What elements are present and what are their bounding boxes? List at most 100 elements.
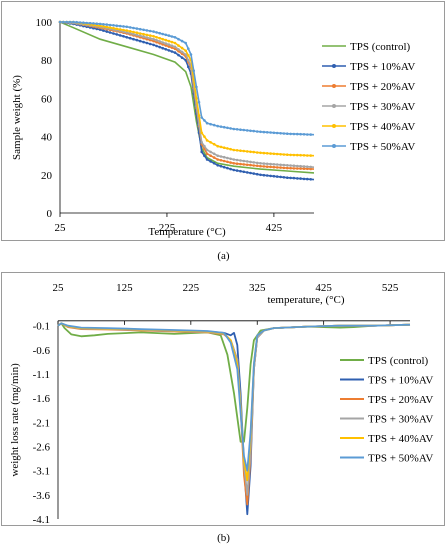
chart-a-point-tps-10-av (235, 169, 239, 172)
chart-a-point-tps-40-av (265, 152, 269, 155)
chart-a-point-tps-40-av (108, 26, 112, 29)
chart-a-point-tps-40-av (262, 151, 266, 155)
chart-a-point-tps-50-av (197, 100, 201, 104)
chart-a-point-tps-30-av (242, 159, 246, 163)
chart-a-x-axis-label: Temperature (°C) (148, 226, 226, 238)
chart-a-point-tps-40-av (252, 150, 256, 154)
chart-a-point-tps-30-av (200, 141, 203, 144)
chart-a-point-tps-20-av (302, 167, 306, 170)
chart-a-point-tps-20-av (155, 40, 158, 44)
chart-a-point-tps-40-av (259, 151, 262, 155)
chart-a-point-tps-50-av (145, 29, 149, 32)
chart-a-point-tps-40-av (205, 139, 209, 142)
chart-a-point-tps-30-av (302, 165, 306, 168)
chart-a-point-tps-50-av (286, 132, 289, 135)
chart-b-y-tick-label: -2.1 (33, 417, 50, 429)
chart-a-point-tps-40-av (232, 148, 236, 152)
chart-a-point-tps-10-av (239, 169, 242, 173)
chart-a-point-tps-10-av (167, 49, 171, 52)
chart-a-point-tps-50-av (65, 20, 68, 24)
chart-a-point-tps-40-av (306, 154, 309, 157)
chart-a-point-tps-50-av (138, 27, 142, 31)
chart-a-point-tps-50-av (209, 122, 212, 126)
chart-a-point-tps-30-av (180, 50, 184, 54)
chart-a-x-tick-label: 225 (159, 222, 176, 234)
chart-a-point-tps-50-av (68, 20, 72, 24)
chart-a-point-tps-10-av (145, 41, 149, 45)
chart-a-point-tps-10-av (222, 165, 226, 169)
chart-a-point-tps-30-av (232, 158, 236, 161)
chart-a-point-tps-40-av (219, 145, 223, 149)
chart-a-point-tps-50-av (255, 130, 259, 133)
chart-a-point-tps-30-av (265, 162, 269, 166)
chart-a-point-tps-40-av (222, 146, 226, 149)
chart-a-point-tps-10-av (255, 172, 259, 176)
chart-a-point-tps-40-av (216, 144, 219, 148)
chart-a-point-tps-50-av (272, 131, 276, 135)
chart-a-point-tps-50-av (222, 125, 226, 129)
chart-a-point-tps-50-av (58, 20, 62, 24)
chart-a-point-tps-40-av (249, 150, 252, 154)
chart-a-point-tps-30-av (245, 160, 249, 163)
chart-a-y-tick-label: 60 (41, 93, 53, 105)
chart-a-point-tps-30-av (275, 163, 279, 166)
chart-a-point-tps-10-av (203, 154, 206, 157)
chart-a-point-tps-40-av (272, 152, 276, 156)
chart-a-point-tps-10-av (306, 177, 309, 181)
chart-a-point-tps-20-av (269, 165, 272, 169)
chart-a-point-tps-30-av (187, 58, 190, 62)
chart-a-point-tps-40-av (152, 35, 155, 38)
chart-a-point-tps-50-av (184, 41, 187, 45)
chart-a-point-tps-10-av (122, 35, 125, 38)
chart-a-x-tick-label: 425 (266, 222, 283, 234)
chart-a-point-tps-50-av (289, 132, 292, 136)
chart-a-point-tps-10-av (161, 46, 164, 50)
chart-a-point-tps-50-av (299, 132, 302, 136)
caption-a: (a) (217, 250, 230, 262)
chart-a-point-tps-10-av (242, 170, 246, 174)
chart-a-point-tps-50-av (148, 29, 152, 33)
chart-a-point-tps-10-av (299, 177, 302, 180)
chart-a-point-tps-10-av (265, 174, 269, 177)
chart-a-point-tps-50-av (262, 130, 266, 134)
chart-a-point-tps-20-av (212, 156, 216, 159)
chart-a-point-tps-30-av (173, 45, 177, 49)
chart-a-point-tps-20-av (222, 159, 226, 163)
chart-a-point-tps-50-av (232, 127, 236, 131)
chart-a-legend-marker (332, 84, 336, 88)
chart-a-legend-label: TPS + 20%AV (350, 81, 415, 93)
chart-a-point-tps-50-av (167, 34, 171, 37)
chart-a-point-tps-40-av (125, 29, 129, 32)
chart-a-point-tps-50-av (108, 23, 112, 27)
chart-a-point-tps-30-av (259, 162, 262, 165)
chart-a-point-tps-50-av (226, 126, 229, 130)
chart-a-point-tps-50-av (164, 33, 168, 37)
chart-a-point-tps-10-av (102, 29, 105, 32)
chart-a-point-tps-30-av (292, 164, 296, 167)
chart-a-point-tps-10-av (125, 36, 129, 39)
chart-a-point-tps-10-av (108, 31, 112, 34)
chart-a-point-tps-10-av (259, 173, 262, 177)
chart-a-point-tps-20-av (219, 159, 223, 162)
chart-a-point-tps-30-av (152, 37, 155, 41)
chart-a-point-tps-50-av (142, 28, 145, 32)
chart-b-y-axis-label: weight loss rate (mg/min) (9, 363, 21, 477)
chart-a-point-tps-40-av (115, 27, 119, 31)
chart-a-point-tps-50-av (279, 132, 282, 135)
chart-b-legend-label: TPS + 30%AV (368, 414, 433, 426)
chart-a-legend-label: TPS (control) (350, 41, 411, 53)
chart-b-legend: TPS (control) TPS + 10%AV TPS + 20%AV TPS +… (340, 355, 433, 465)
chart-a-point-tps-40-av (161, 37, 164, 41)
chart-a-point-tps-30-av (252, 161, 256, 164)
chart-a-y-tick-label: 20 (41, 170, 53, 182)
chart-a-point-tps-10-av (282, 176, 286, 179)
chart-a-point-tps-30-av (272, 163, 276, 166)
chart-a-point-tps-20-av (282, 166, 286, 170)
chart-a-point-tps-50-av (302, 133, 306, 136)
chart-a-point-tps-40-av (195, 97, 198, 100)
chart-a-point-tps-40-av (142, 32, 145, 36)
chart-a-point-tps-20-av (209, 154, 212, 157)
chart-a-point-tps-30-av (235, 158, 239, 162)
chart-a-point-tps-40-av (269, 152, 272, 155)
chart-a-ticks: 25 225 425 0 20 40 60 80 100 (36, 17, 283, 234)
